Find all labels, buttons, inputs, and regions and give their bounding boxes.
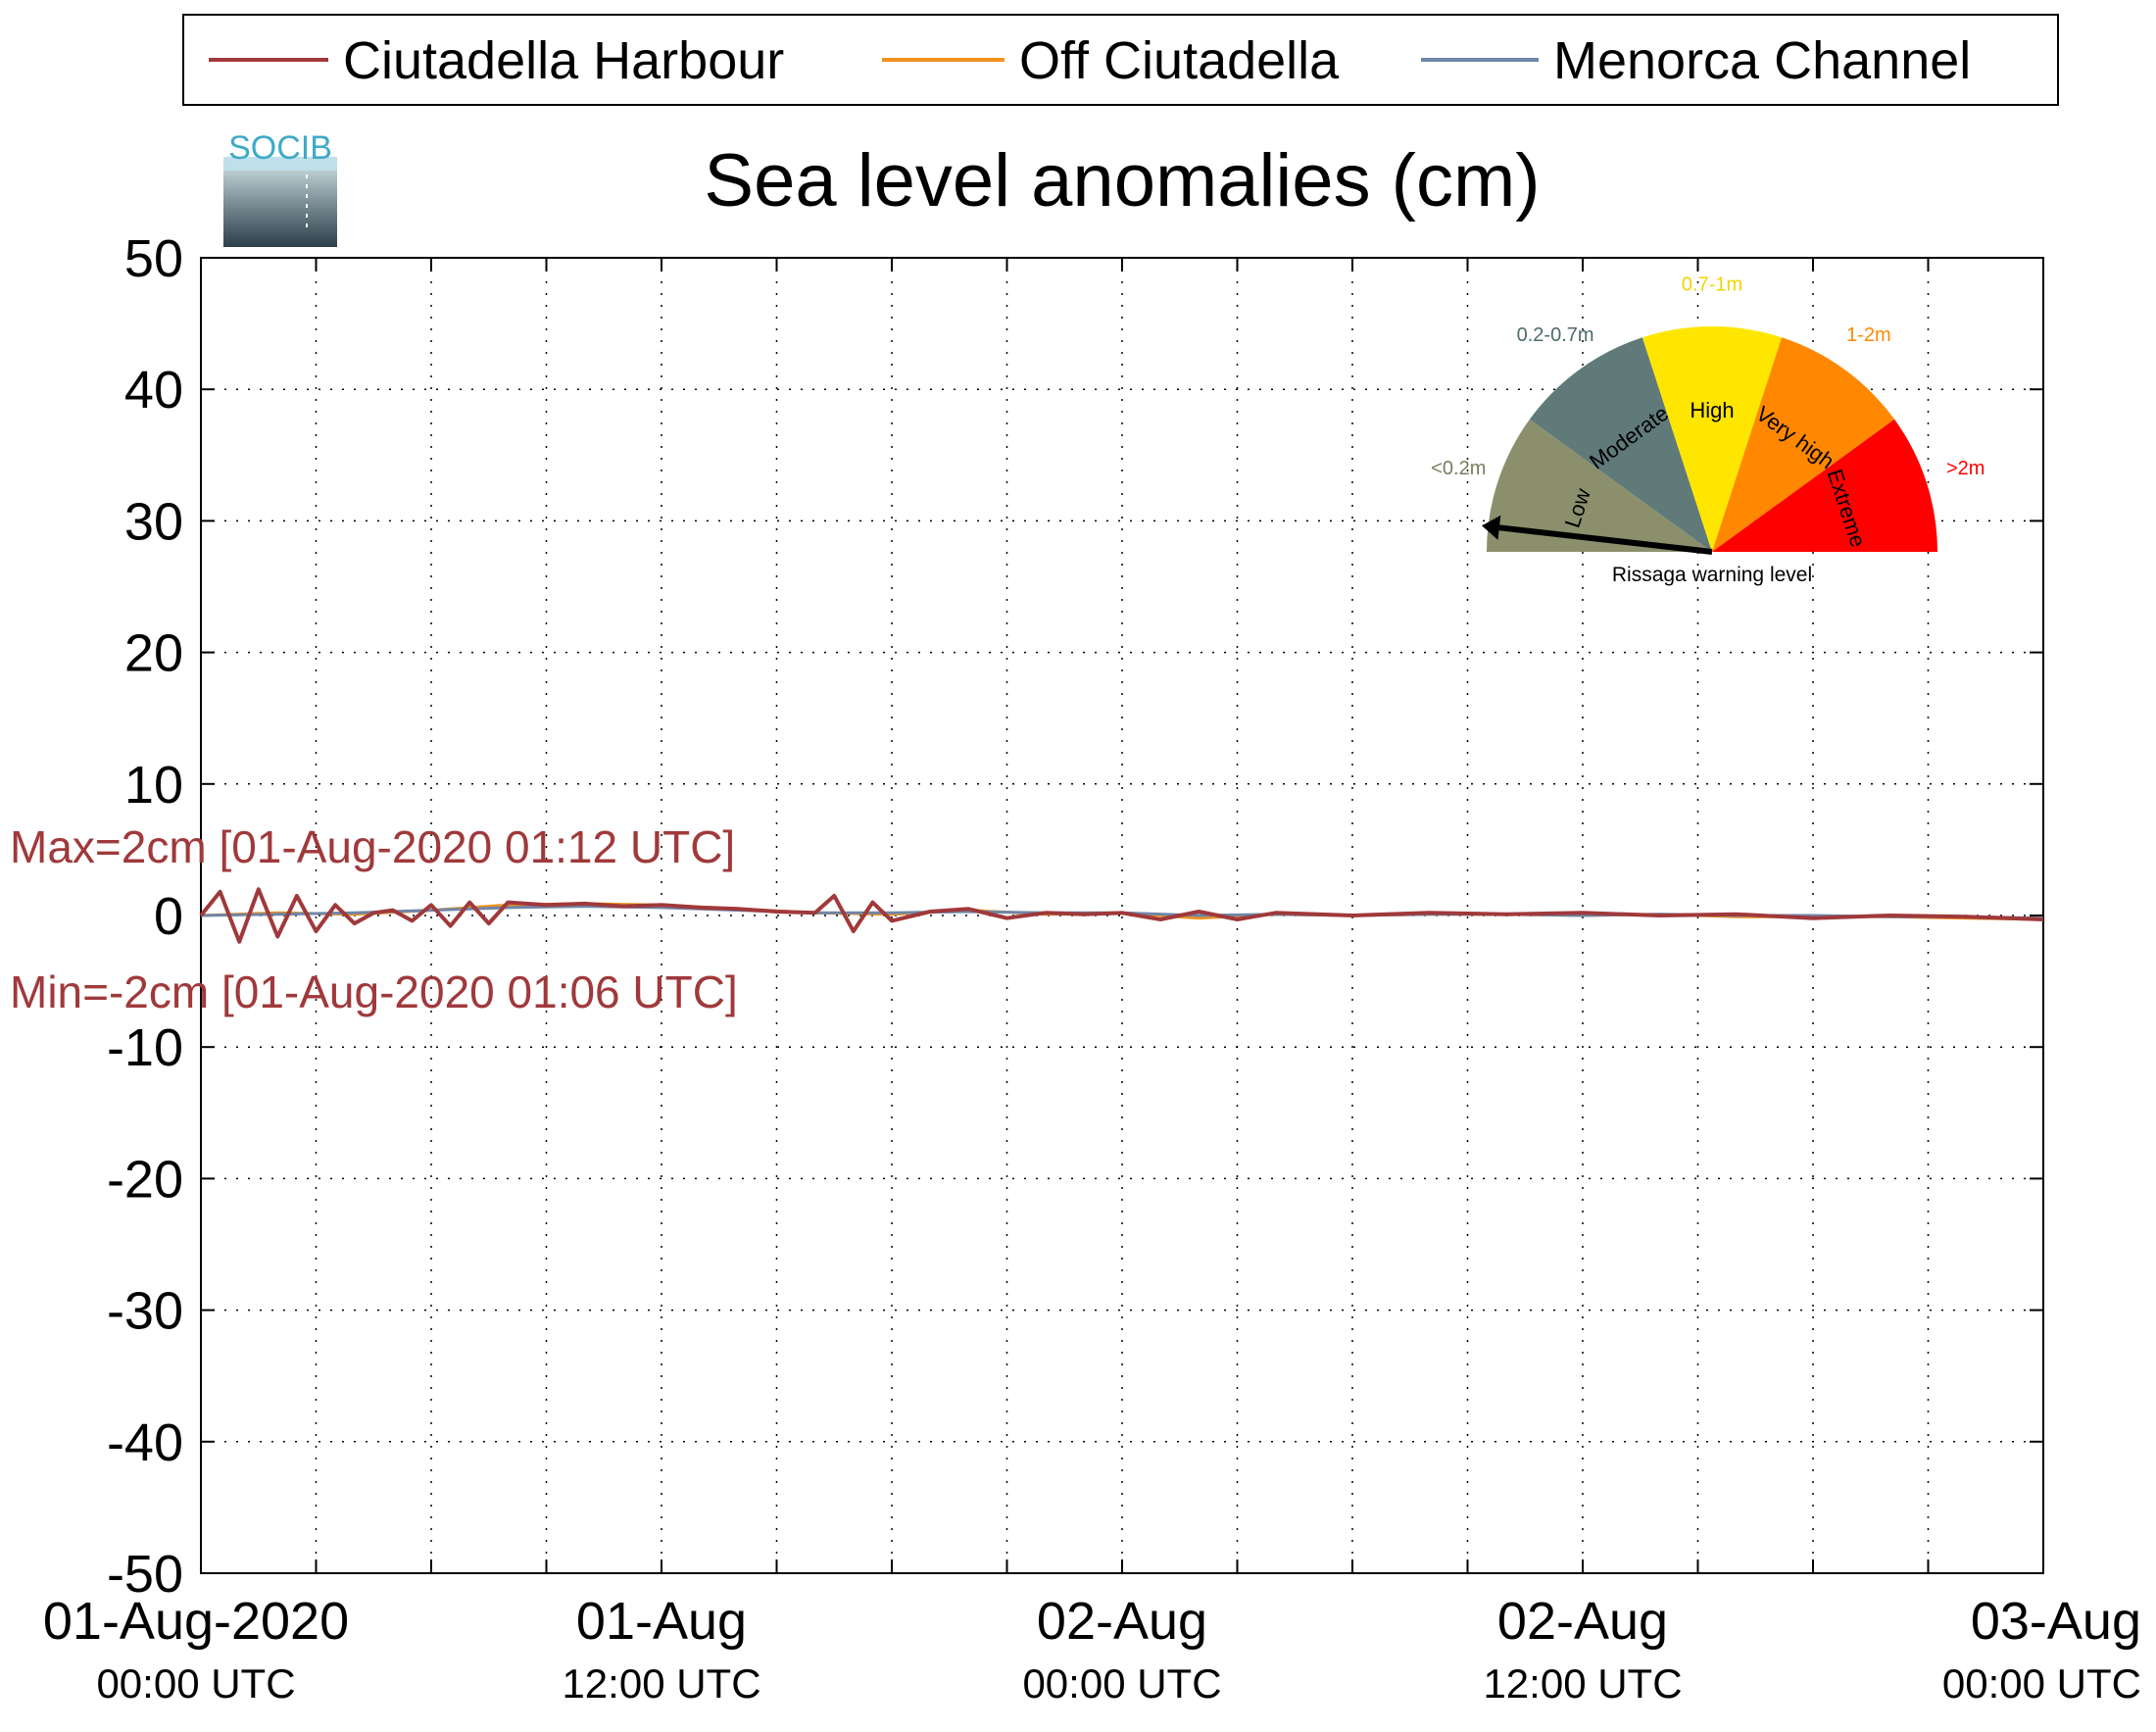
y-tick-label: 20 [124,624,183,683]
gauge-range-extreme: >2m [1946,458,1984,479]
legend-label-menorca-channel: Menorca Channel [1553,31,1971,90]
x-tick-label-time: 00:00 UTC [1022,1660,1221,1707]
gauge-range-very-high: 1-2m [1846,324,1891,346]
y-tick-label: 40 [124,361,183,420]
gauge-segment-extreme [1712,419,1937,552]
gauge-segment-low [1487,419,1712,552]
legend: Ciutadella Harbour Off Ciutadella Menorc… [182,14,2059,106]
y-tick-label: 10 [124,756,183,815]
y-axis: 50 40 30 20 10 0 -10 -20 -30 -40 -50 [107,229,2043,1604]
min-annotation: Min=-2cm [01-Aug-2020 01:06 UTC] [10,966,738,1017]
gauge-range-high: 0.7-1m [1682,273,1742,295]
y-tick-label: -40 [107,1413,183,1472]
x-tick-label-time: 12:00 UTC [1483,1660,1682,1707]
max-annotation: Max=2cm [01-Aug-2020 01:12 UTC] [10,821,735,872]
x-tick-label-time: 12:00 UTC [562,1660,760,1707]
x-tick-label-date: 03-Aug [1971,1592,2141,1651]
x-tick-label-time: 00:00 UTC [96,1660,295,1707]
gauge-needle [1498,524,1713,555]
x-tick-label-time: 00:00 UTC [1942,1660,2141,1707]
y-tick-label: 0 [154,887,183,946]
logo-wave [223,157,337,171]
series-line-ciutadella-harbour [199,887,2044,944]
y-tick-label: 30 [124,492,183,551]
series-lines [199,887,2044,944]
y-tick-label: -20 [107,1150,183,1209]
gauge-segment-very-high [1712,337,1895,552]
x-tick-label-date: 02-Aug [1497,1592,1668,1651]
legend-frame [182,14,2059,106]
logo-block [223,165,337,247]
x-tick-label-date: 02-Aug [1037,1592,1207,1651]
x-tick-label-date: 01-Aug [576,1592,747,1651]
gauge-segment-high [1642,326,1783,552]
gauge-range-moderate: 0.2-0.7m [1517,324,1594,346]
grid [201,258,2043,1573]
legend-label-ciutadella-harbour: Ciutadella Harbour [343,31,784,90]
gauge-segment-moderate [1529,337,1712,552]
gauge-caption: Rissaga warning level [1612,564,1812,586]
y-tick-label: -50 [107,1545,183,1604]
y-tick-label: -30 [107,1282,183,1341]
gauge-needle-head [1482,515,1501,540]
x-tick-label-date: 01-Aug-2020 [43,1592,349,1651]
chart-title: Sea level anomalies (cm) [704,139,1540,223]
y-tick-label: -10 [107,1018,183,1077]
gauge-label-high: High [1690,398,1734,422]
socib-logo: SOCIB [223,129,337,247]
logo-text: SOCIB [228,129,332,167]
y-tick-label: 50 [124,229,183,288]
x-axis: 01-Aug-2020 00:00 UTC 01-Aug 12:00 UTC 02-Au… [43,258,2141,1707]
rissaga-gauge: Rissaga warning level Low<0.2m Moderate0.… [1431,273,1984,586]
gauge-range-low: <0.2m [1431,458,1486,479]
legend-label-off-ciutadella: Off Ciutadella [1019,31,1340,90]
